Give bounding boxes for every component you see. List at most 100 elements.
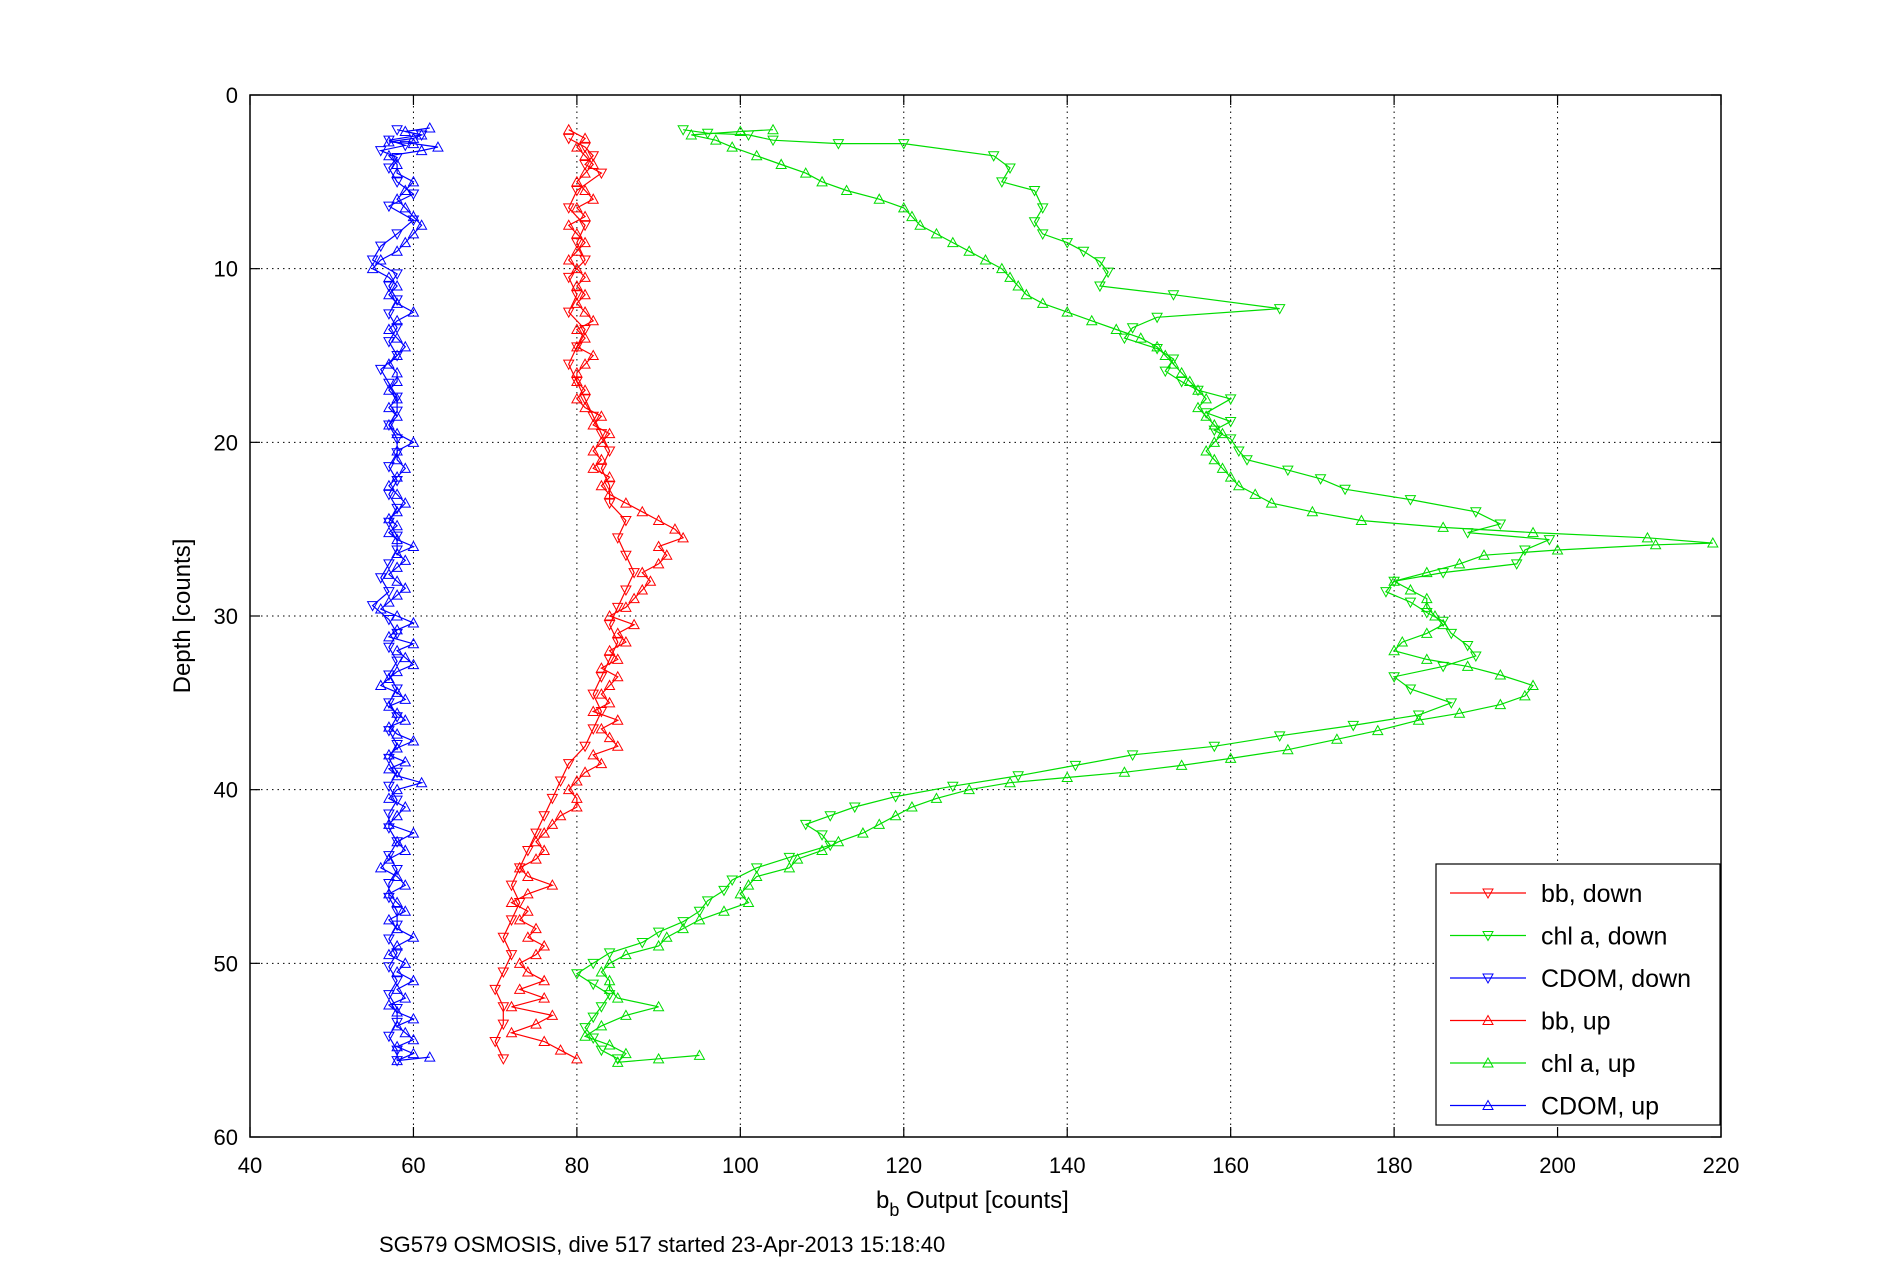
data-point xyxy=(538,811,551,822)
data-point xyxy=(391,809,403,821)
data-point xyxy=(391,741,403,753)
data-point xyxy=(383,378,395,390)
y-tick-label: 20 xyxy=(214,430,238,455)
data-point xyxy=(603,481,616,492)
data-point xyxy=(620,497,632,508)
legend-entry: bb, down xyxy=(1450,880,1642,908)
legend-marker xyxy=(1482,1099,1494,1110)
data-point xyxy=(603,1038,616,1050)
data-point xyxy=(946,236,959,248)
legend-entry: bb, up xyxy=(1450,1008,1611,1036)
data-point xyxy=(595,688,608,699)
data-point xyxy=(1183,375,1196,387)
data-point xyxy=(391,314,403,326)
series-cdom-up xyxy=(366,121,444,1066)
data-point xyxy=(383,568,395,579)
data-point xyxy=(391,444,403,456)
data-point xyxy=(1012,771,1025,782)
data-point xyxy=(497,932,510,944)
data-point xyxy=(391,870,403,881)
data-point xyxy=(832,835,845,847)
data-point xyxy=(554,1044,567,1055)
data-point xyxy=(505,1000,518,1012)
data-point xyxy=(399,992,412,1003)
data-point xyxy=(513,861,526,873)
data-point xyxy=(1208,741,1221,753)
data-point xyxy=(1094,257,1106,268)
data-point xyxy=(1126,750,1139,761)
data-point xyxy=(595,453,608,465)
data-point xyxy=(391,453,403,465)
data-point xyxy=(587,1012,600,1024)
data-point xyxy=(530,853,542,864)
data-point xyxy=(391,323,403,334)
data-point xyxy=(1151,340,1163,352)
data-point xyxy=(505,1026,518,1038)
data-point xyxy=(579,766,591,777)
data-point xyxy=(391,896,403,908)
data-point xyxy=(530,922,542,934)
x-tick-label: 40 xyxy=(238,1153,262,1178)
y-tick-label: 0 xyxy=(226,83,238,108)
data-point xyxy=(603,654,616,666)
data-point xyxy=(906,210,918,222)
legend-entry: chl a, up xyxy=(1450,1050,1636,1078)
data-point xyxy=(391,158,403,169)
x-tick-label: 200 xyxy=(1539,1153,1576,1178)
data-point xyxy=(513,983,526,994)
data-point xyxy=(611,653,624,664)
data-point xyxy=(407,974,420,986)
legend-box xyxy=(1435,863,1721,1126)
series-line-bb-down xyxy=(494,137,635,1060)
data-point xyxy=(399,497,412,508)
data-point xyxy=(415,776,428,788)
data-point xyxy=(1241,455,1253,466)
series-bb-up xyxy=(505,123,689,1064)
data-point xyxy=(538,974,551,986)
data-point xyxy=(562,359,575,371)
data-point xyxy=(399,340,412,352)
data-point xyxy=(391,783,403,795)
legend-label: CDOM, down xyxy=(1541,965,1691,993)
data-point xyxy=(407,931,420,942)
x-tick-label: 140 xyxy=(1049,1153,1086,1178)
data-point xyxy=(579,167,591,178)
data-point xyxy=(1061,238,1074,249)
data-point xyxy=(423,121,436,133)
data-point xyxy=(383,887,395,899)
data-point xyxy=(603,696,616,708)
data-point xyxy=(816,844,828,855)
data-point xyxy=(530,835,542,847)
data-point xyxy=(432,141,444,152)
data-point xyxy=(595,463,608,475)
data-point xyxy=(383,630,395,642)
data-point xyxy=(391,965,403,977)
data-point xyxy=(644,575,657,586)
data-point xyxy=(399,236,412,248)
data-point xyxy=(391,609,403,621)
data-point xyxy=(530,828,542,840)
data-point xyxy=(391,547,403,558)
data-point xyxy=(399,879,412,890)
data-point xyxy=(391,125,403,136)
data-point xyxy=(1706,537,1719,548)
data-point xyxy=(1519,689,1531,701)
data-point xyxy=(873,818,886,829)
data-point xyxy=(587,724,600,735)
data-point xyxy=(1420,653,1433,664)
data-point xyxy=(628,592,640,604)
data-point xyxy=(1118,333,1131,345)
series-layer xyxy=(366,121,1719,1067)
data-point xyxy=(742,879,755,890)
data-point xyxy=(571,262,583,274)
data-point xyxy=(571,375,583,387)
data-point xyxy=(595,1045,608,1057)
data-point xyxy=(522,931,534,942)
data-point xyxy=(1551,543,1564,555)
data-point xyxy=(693,913,706,925)
data-point xyxy=(1420,608,1433,619)
data-point xyxy=(595,410,608,421)
data-point xyxy=(391,505,403,517)
x-tick-label: 180 xyxy=(1376,1153,1413,1178)
